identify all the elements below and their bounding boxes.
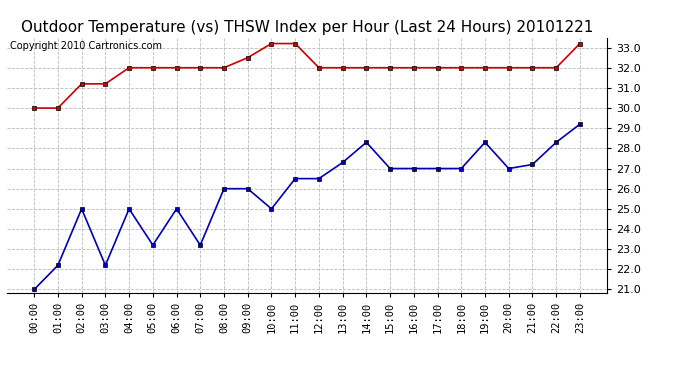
Title: Outdoor Temperature (vs) THSW Index per Hour (Last 24 Hours) 20101221: Outdoor Temperature (vs) THSW Index per … xyxy=(21,20,593,35)
Text: Copyright 2010 Cartronics.com: Copyright 2010 Cartronics.com xyxy=(10,41,162,51)
